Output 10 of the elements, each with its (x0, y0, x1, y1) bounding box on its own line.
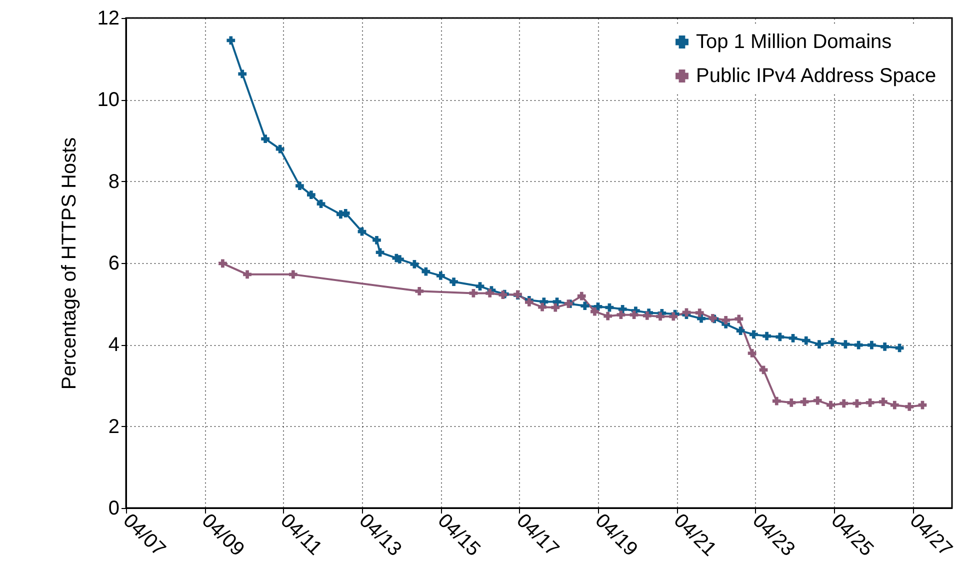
y-tick-label: 0 (108, 498, 120, 520)
y-axis-title: Percentage of HTTPS Hosts (58, 137, 80, 390)
y-tick-label: 10 (97, 89, 120, 112)
y-tick-label: 8 (108, 170, 120, 193)
y-tick-label: 12 (97, 8, 120, 30)
legend-label: Public IPv4 Address Space (696, 65, 936, 87)
y-tick-label: 2 (108, 416, 120, 438)
y-tick-label: 4 (108, 334, 120, 356)
y-tick-label: 6 (108, 252, 120, 274)
legend-label: Top 1 Million Domains (696, 31, 892, 53)
